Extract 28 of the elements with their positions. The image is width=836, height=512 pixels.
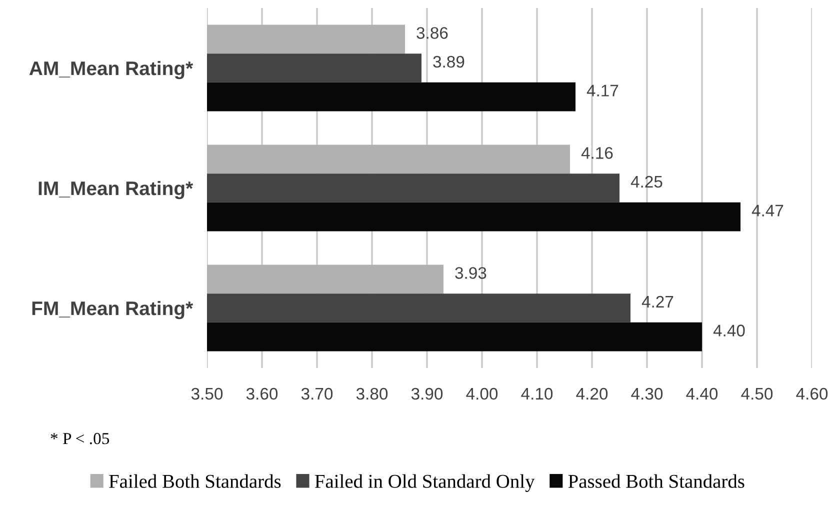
legend-label: Failed Both Standards xyxy=(109,474,281,488)
text: * P < .05 xyxy=(50,432,110,444)
x-tick-label: 3.80 xyxy=(356,388,388,400)
x-tick-label: 4.50 xyxy=(741,388,773,400)
data-label: 4.47 xyxy=(752,204,784,216)
data-label: 3.86 xyxy=(416,27,448,39)
x-tick-label: 4.20 xyxy=(576,388,608,400)
data-label: 4.25 xyxy=(630,176,662,188)
x-tick-label: 3.60 xyxy=(246,388,278,400)
x-tick-label: 4.60 xyxy=(796,388,828,400)
x-tick-label: 4.10 xyxy=(521,388,553,400)
x-tick-label: 4.00 xyxy=(466,388,498,400)
legend-label: Passed Both Standards xyxy=(568,474,744,488)
x-tick-label: 3.70 xyxy=(301,388,333,400)
data-label: 4.27 xyxy=(642,296,674,308)
y-tick-label: IM_Mean Rating* xyxy=(38,180,194,200)
x-tick-label: 3.90 xyxy=(411,388,443,400)
data-label: 3.93 xyxy=(455,267,486,279)
y-tick-label: AM_Mean Rating* xyxy=(29,60,194,80)
data-label: 4.16 xyxy=(581,147,613,159)
data-label: 4.17 xyxy=(586,84,618,96)
x-tick-label: 4.40 xyxy=(686,388,718,400)
x-tick-label: 4.30 xyxy=(631,388,663,400)
x-tick-label: 3.50 xyxy=(191,388,223,400)
legend-label: Failed in Old Standard Only xyxy=(314,474,535,492)
y-tick-label: FM_Mean Rating* xyxy=(32,300,194,320)
data-label: 3.89 xyxy=(433,56,464,68)
data-label: 4.40 xyxy=(713,324,745,336)
